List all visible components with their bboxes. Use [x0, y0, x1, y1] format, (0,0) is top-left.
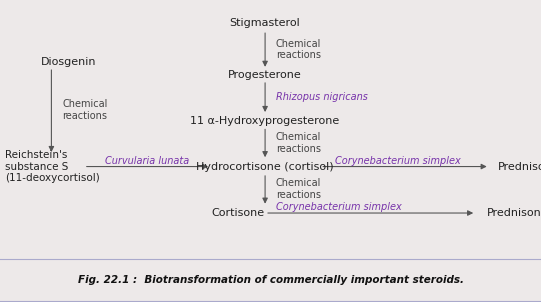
Text: Chemical
reactions: Chemical reactions — [62, 99, 108, 121]
Text: Prednisolone: Prednisolone — [498, 162, 541, 172]
Text: Diosgenin: Diosgenin — [41, 57, 96, 67]
Text: Hydrocortisone (cortisol): Hydrocortisone (cortisol) — [196, 162, 334, 172]
Text: Rhizopus nigricans: Rhizopus nigricans — [276, 92, 368, 102]
Text: Corynebacterium simplex: Corynebacterium simplex — [335, 156, 461, 165]
Text: Curvularia lunata: Curvularia lunata — [105, 156, 190, 165]
Text: Corynebacterium simplex: Corynebacterium simplex — [276, 202, 401, 212]
Text: Cortisone: Cortisone — [212, 208, 265, 218]
Text: Reichstein's
substance S
(11-deoxycortisol): Reichstein's substance S (11-deoxycortis… — [5, 150, 100, 183]
Text: Fig. 22.1 :  Biotransformation of commercially important steroids.: Fig. 22.1 : Biotransformation of commerc… — [77, 275, 464, 285]
Text: Prednisone: Prednisone — [487, 208, 541, 218]
Text: Chemical
reactions: Chemical reactions — [276, 132, 321, 154]
Text: 11 α-Hydroxyprogesterone: 11 α-Hydroxyprogesterone — [190, 116, 340, 126]
Text: Stigmasterol: Stigmasterol — [230, 18, 300, 28]
Text: Chemical
reactions: Chemical reactions — [276, 178, 321, 200]
Text: Chemical
reactions: Chemical reactions — [276, 39, 321, 60]
Text: Progesterone: Progesterone — [228, 70, 302, 80]
